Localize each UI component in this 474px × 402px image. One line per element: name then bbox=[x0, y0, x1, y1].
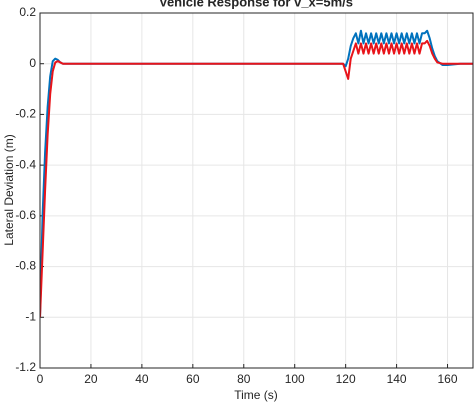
x-tick-label: 100 bbox=[285, 372, 305, 386]
y-tick-label: -0.4 bbox=[15, 157, 36, 171]
x-tick-label: 120 bbox=[336, 372, 356, 386]
x-tick-label: 20 bbox=[84, 372, 98, 386]
y-tick-label: 0 bbox=[29, 56, 36, 70]
y-tick-label: -0.8 bbox=[15, 259, 36, 273]
y-tick-label: -0.2 bbox=[15, 107, 36, 121]
y-tick-label: -1 bbox=[25, 309, 36, 323]
y-tick-label: -0.6 bbox=[15, 208, 36, 222]
x-axis-label: Time (s) bbox=[234, 388, 278, 402]
chart-title: Vehicle Response for v_x=5m/s bbox=[159, 0, 353, 9]
x-tick-label: 140 bbox=[387, 372, 407, 386]
y-tick-label: 0.2 bbox=[19, 5, 36, 19]
axes-box bbox=[39, 12, 474, 369]
x-tick-label: 160 bbox=[438, 372, 458, 386]
x-tick-label: 0 bbox=[37, 372, 44, 386]
series-group bbox=[40, 29, 473, 318]
x-tick-label: 60 bbox=[186, 372, 200, 386]
x-tick-label: 40 bbox=[135, 372, 149, 386]
x-tick-label: 80 bbox=[237, 372, 251, 386]
y-axis-label: Lateral Deviation (m) bbox=[2, 134, 16, 245]
line-series bbox=[40, 39, 473, 318]
y-tick-label: -1.2 bbox=[15, 360, 36, 374]
